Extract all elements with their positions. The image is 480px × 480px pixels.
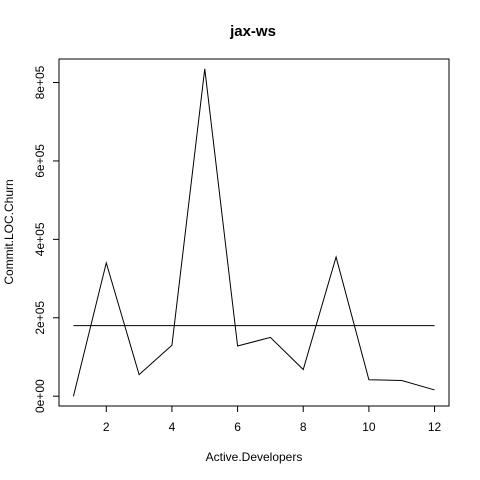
x-tick-label: 6	[234, 420, 241, 434]
x-tick-label: 2	[103, 420, 110, 434]
series-line	[72, 68, 435, 397]
y-tick-label: 8e+05	[33, 65, 47, 99]
y-axis: 0e+00 2e+05 4e+05 6e+05 8e+05	[33, 65, 59, 413]
y-tick-label: 4e+05	[33, 222, 47, 256]
x-tick-label: 4	[169, 420, 176, 434]
y-tick-label: 0e+00	[33, 379, 47, 413]
x-tick-label: 10	[362, 420, 376, 434]
chart-title: jax-ws	[229, 23, 276, 40]
x-axis: 2 4 6 8 10 12	[103, 406, 442, 434]
y-tick-label: 2e+05	[33, 301, 47, 335]
series-layer	[72, 68, 435, 397]
y-tick-label: 6e+05	[33, 144, 47, 178]
plot-frame	[58, 58, 450, 407]
x-axis-label: Active.Developers	[206, 450, 303, 464]
y-axis-label: Commit.LOC.Churn	[2, 179, 16, 284]
x-tick-label: 8	[300, 420, 307, 434]
x-tick-label: 12	[428, 420, 442, 434]
